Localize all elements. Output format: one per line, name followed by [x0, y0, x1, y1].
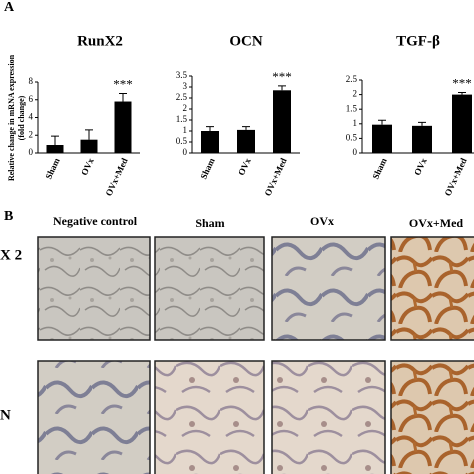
- chart-title: OCN: [229, 33, 263, 49]
- charts: RunX2 Relative change in mRNA expression(…: [7, 33, 474, 198]
- error-bar: [278, 85, 286, 91]
- x-tick-label: OVx: [79, 156, 96, 177]
- column-label: Negative control: [53, 214, 138, 228]
- micrograph: [154, 360, 265, 474]
- y-tick-label: 0.5: [176, 136, 188, 146]
- error-bar: [85, 129, 93, 140]
- y-tick-label: 8: [29, 76, 34, 86]
- micrograph: [271, 236, 386, 341]
- error-bar: [119, 93, 127, 102]
- error-bar: [418, 121, 426, 126]
- y-axis-label: (fold change): [17, 95, 26, 140]
- micrograph: [390, 236, 474, 341]
- annotation: ***: [452, 76, 472, 91]
- bar: [237, 129, 255, 153]
- x-tick-label: OVx+Med: [262, 156, 288, 197]
- row-label: X 2: [0, 247, 22, 263]
- y-tick-label: 6: [29, 94, 34, 104]
- bar: [80, 139, 98, 153]
- y-tick-label: 3: [183, 81, 188, 91]
- y-tick-label: 1.5: [176, 114, 188, 124]
- panel-label: B: [4, 209, 13, 224]
- column-label: OVx+Med: [409, 216, 463, 230]
- bar: [452, 94, 472, 153]
- y-tick-label: 2: [183, 103, 188, 113]
- y-tick-label: 2.5: [176, 92, 188, 102]
- column-label: OVx: [310, 214, 334, 228]
- micrograph: [154, 236, 265, 341]
- bar: [114, 101, 132, 153]
- x-tick-label: Sham: [198, 156, 217, 181]
- y-axis-label: Relative change in mRNA expression: [7, 54, 16, 181]
- y-tick-label: 3.5: [176, 70, 188, 80]
- x-tick-label: OVx: [412, 156, 429, 177]
- annotation: ***: [113, 77, 133, 92]
- annotation: ***: [272, 69, 292, 84]
- chart-title: TGF-β: [396, 33, 440, 49]
- y-tick-label: 0: [183, 147, 188, 157]
- micrograph: [390, 360, 474, 474]
- y-tick-label: 1.5: [346, 103, 358, 113]
- error-bar: [458, 92, 466, 95]
- column-label: Sham: [195, 216, 224, 230]
- y-tick-label: 4: [29, 112, 34, 122]
- bar: [412, 125, 432, 153]
- error-bar: [378, 119, 386, 125]
- row-label: N: [0, 407, 11, 423]
- error-bar: [242, 126, 250, 130]
- micrograph-grid: [37, 236, 474, 474]
- bar: [273, 90, 291, 153]
- bar: [201, 131, 219, 153]
- x-tick-label: OVx+Med: [442, 156, 468, 197]
- bar: [372, 124, 392, 153]
- y-tick-label: 2: [353, 89, 358, 99]
- panel-label: A: [4, 0, 15, 15]
- y-tick-label: 2.5: [346, 74, 358, 84]
- y-tick-label: 1: [183, 125, 188, 135]
- micrograph: [271, 360, 386, 474]
- y-tick-label: 1: [353, 118, 358, 128]
- error-bar: [51, 135, 59, 146]
- x-tick-label: OVx: [236, 156, 253, 177]
- bar: [46, 145, 64, 153]
- x-tick-label: OVx+Med: [103, 156, 129, 197]
- y-tick-label: 0: [29, 147, 34, 157]
- y-tick-label: 0: [353, 147, 358, 157]
- error-bar: [206, 126, 214, 131]
- x-tick-label: Sham: [43, 156, 62, 181]
- micrograph: [37, 360, 151, 474]
- micrograph: [37, 236, 151, 341]
- y-tick-label: 0.5: [346, 132, 358, 142]
- chart-title: RunX2: [77, 33, 123, 49]
- x-tick-label: Sham: [370, 156, 389, 181]
- y-tick-label: 2: [29, 129, 34, 139]
